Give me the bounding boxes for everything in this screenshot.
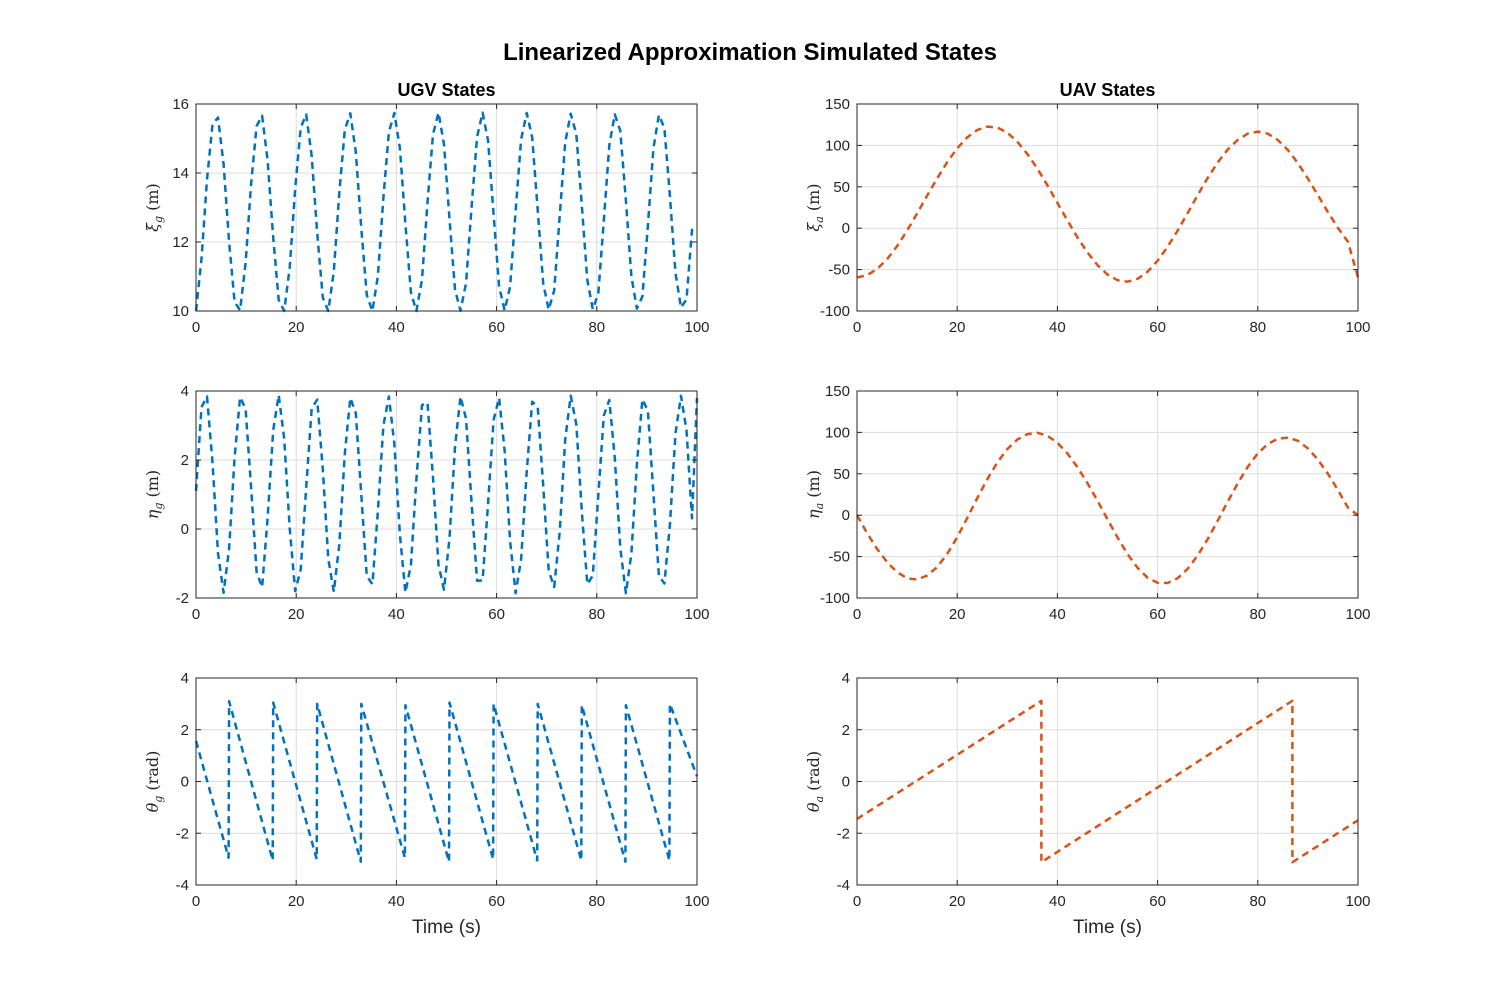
subplot-title: UAV States — [1060, 80, 1156, 100]
y-tick-label: 4 — [181, 383, 189, 400]
y-tick-label: -100 — [820, 590, 850, 607]
y-axis-label: ηg (m) — [143, 470, 165, 519]
y-tick-label: 4 — [181, 670, 189, 687]
x-tick-label: 80 — [1249, 606, 1266, 623]
plot-area — [196, 391, 697, 598]
subplot-title: UGV States — [397, 80, 495, 100]
y-tick-label: -2 — [176, 590, 189, 607]
x-tick-label: 0 — [192, 893, 200, 910]
y-tick-label: -50 — [828, 549, 850, 566]
x-tick-label: 20 — [288, 319, 305, 336]
x-axis-label: Time (s) — [412, 917, 481, 938]
x-axis-label: Time (s) — [1073, 917, 1142, 938]
x-tick-label: 80 — [1249, 893, 1266, 910]
plot-area — [196, 104, 697, 311]
x-tick-label: 0 — [853, 893, 861, 910]
x-tick-label: 20 — [949, 893, 966, 910]
subplot-ugv-theta: 0 20 40 60 80 100 -4 -2 0 2 4 Time (s) θg (rad) — [143, 670, 710, 938]
x-tick-label: 20 — [949, 606, 966, 623]
y-tick-label: 0 — [181, 521, 189, 538]
x-tick-label: 0 — [853, 319, 861, 336]
axes-frame — [195, 390, 698, 599]
x-tick-label: 60 — [1149, 893, 1166, 910]
axes-frame — [195, 103, 698, 312]
y-tick-label: 2 — [842, 722, 850, 739]
y-tick-label: 12 — [172, 234, 189, 251]
x-tick-label: 60 — [488, 319, 505, 336]
y-tick-label: 0 — [181, 774, 189, 791]
x-tick-label: 80 — [1249, 319, 1266, 336]
x-tick-label: 80 — [588, 606, 605, 623]
plot-area — [857, 104, 1358, 311]
x-tick-label: 20 — [949, 319, 966, 336]
y-tick-label: -50 — [828, 262, 850, 279]
y-tick-label: 100 — [825, 424, 850, 441]
x-tick-label: 20 — [288, 606, 305, 623]
x-tick-label: 100 — [1345, 319, 1370, 336]
figure-title: Linearized Approximation Simulated State… — [503, 39, 997, 66]
series-line-ugv-xi — [194, 111, 698, 313]
y-tick-label: 0 — [842, 220, 850, 237]
subplot-ugv-xi: 0 20 40 60 80 100 10 12 14 16 UGV States ξg (m) — [143, 80, 710, 336]
y-axis-label: θg (rad) — [143, 751, 165, 813]
y-tick-label: 4 — [842, 670, 850, 687]
x-tick-label: 60 — [488, 606, 505, 623]
x-tick-label: 20 — [288, 893, 305, 910]
x-tick-label: 40 — [388, 606, 405, 623]
y-tick-label: 0 — [842, 774, 850, 791]
x-tick-label: 0 — [192, 319, 200, 336]
y-tick-label: 10 — [172, 303, 189, 320]
x-tick-label: 40 — [388, 893, 405, 910]
series-line-uav-theta — [856, 699, 1359, 864]
series-line-uav-xi — [856, 125, 1360, 283]
x-tick-label: 0 — [192, 606, 200, 623]
series-line-ugv-theta — [194, 700, 699, 863]
x-tick-label: 40 — [388, 319, 405, 336]
y-tick-label: 2 — [181, 722, 189, 739]
y-tick-label: -4 — [176, 877, 189, 894]
series-line-uav-eta — [855, 431, 1359, 585]
subplot-uav-eta: 0 20 40 60 80 100 -100 -50 0 50 100 150 ηa (m) — [804, 383, 1371, 623]
x-tick-label: 40 — [1049, 606, 1066, 623]
x-tick-label: 100 — [1345, 893, 1370, 910]
y-tick-label: 50 — [833, 466, 850, 483]
y-tick-label: 150 — [825, 96, 850, 113]
x-tick-label: 40 — [1049, 319, 1066, 336]
y-tick-label: -2 — [176, 825, 189, 842]
y-axis-label: ξa (m) — [804, 183, 826, 231]
y-tick-label: -2 — [837, 825, 850, 842]
x-tick-label: 80 — [588, 319, 605, 336]
x-tick-label: 80 — [588, 893, 605, 910]
y-axis-label: ηa (m) — [804, 470, 826, 519]
y-tick-label: -4 — [837, 877, 850, 894]
y-tick-label: 2 — [181, 452, 189, 469]
y-tick-label: 50 — [833, 179, 850, 196]
x-tick-label: 60 — [1149, 606, 1166, 623]
x-tick-label: 100 — [684, 893, 709, 910]
y-axis-label: θa (rad) — [804, 751, 826, 812]
axes-frame — [856, 103, 1359, 312]
series-line-ugv-eta — [194, 393, 699, 595]
x-tick-label: 100 — [1345, 606, 1370, 623]
y-tick-label: -100 — [820, 303, 850, 320]
y-axis-label: ξg (m) — [143, 183, 165, 232]
y-tick-label: 0 — [842, 507, 850, 524]
x-tick-label: 100 — [684, 319, 709, 336]
subplot-uav-theta: 0 20 40 60 80 100 -4 -2 0 2 4 Time (s) θa (rad) — [804, 670, 1371, 938]
plot-area — [857, 391, 1358, 598]
y-tick-label: 16 — [172, 96, 189, 113]
x-tick-label: 60 — [488, 893, 505, 910]
subplot-uav-xi: 0 20 40 60 80 100 -100 -50 0 50 100 150 UAV States ξa… — [804, 80, 1371, 336]
x-tick-label: 60 — [1149, 319, 1166, 336]
y-tick-label: 14 — [172, 165, 189, 182]
y-tick-label: 100 — [825, 137, 850, 154]
x-tick-label: 40 — [1049, 893, 1066, 910]
axes-frame — [856, 390, 1359, 599]
x-tick-label: 0 — [853, 606, 861, 623]
y-tick-label: 150 — [825, 383, 850, 400]
x-tick-label: 100 — [684, 606, 709, 623]
